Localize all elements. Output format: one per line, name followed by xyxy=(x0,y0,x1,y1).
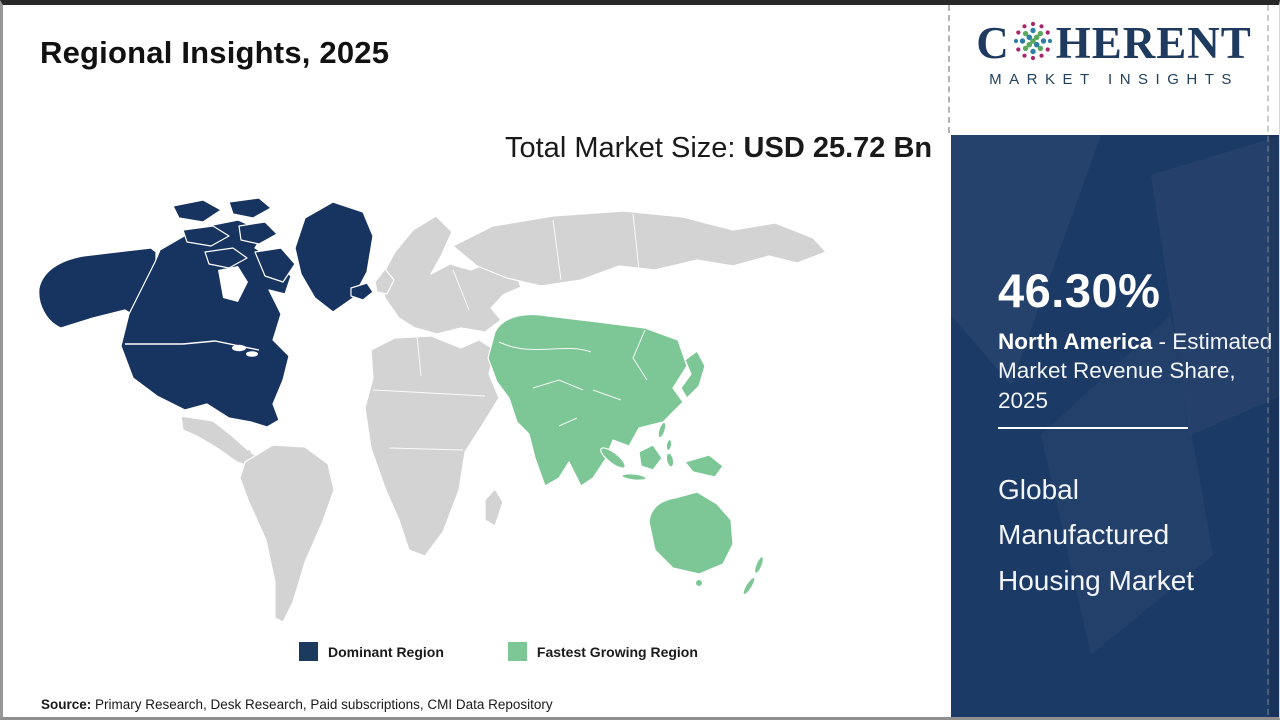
page-title: Regional Insights, 2025 xyxy=(40,35,390,70)
panel-divider-line xyxy=(998,427,1188,429)
total-market-size-label: Total Market Size: xyxy=(505,132,744,164)
stat-panel: 46.30% North America - Estimated Market … xyxy=(951,135,1279,717)
panel-dark-edge xyxy=(1270,135,1279,717)
source-label: Source: xyxy=(41,697,92,712)
right-edge-guide-line xyxy=(1267,5,1269,717)
total-market-size-value: USD 25.72 Bn xyxy=(743,132,933,164)
share-desc-rest: - Estimated Market Revenue Share, 2025 xyxy=(998,329,1279,413)
north-america-details xyxy=(125,266,260,357)
dominant-region-swatch xyxy=(299,642,318,661)
legend-item-dominant: Dominant Region xyxy=(299,642,444,661)
legend: Dominant Region Fastest Growing Region xyxy=(299,642,698,661)
legend-item-fastest: Fastest Growing Region xyxy=(507,642,698,661)
dotted-globe-icon xyxy=(1011,19,1055,68)
world-map xyxy=(33,190,933,640)
logo-subtitle: MARKET INSIGHTS xyxy=(989,71,1239,88)
share-description: North America - Estimated Market Revenue… xyxy=(998,327,1279,415)
source-text: Primary Research, Desk Research, Paid su… xyxy=(91,697,553,712)
share-value: 46.30% xyxy=(998,264,1161,317)
total-market-size-text: Total Market Size: USD 25.72 Bn xyxy=(505,129,937,168)
dominant-region-label: Dominant Region xyxy=(328,643,444,660)
asia-country-borders xyxy=(498,329,648,427)
logo-letter-c: C xyxy=(976,18,1010,68)
fastest-region-label: Fastest Growing Region xyxy=(536,643,698,660)
fastest-region-swatch xyxy=(507,642,527,661)
region-asia-pacific xyxy=(487,313,764,596)
logo-word-herent: HERENT xyxy=(1055,18,1252,68)
market-name: Global Manufactured Housing Market xyxy=(998,474,1195,596)
share-region: North America xyxy=(998,329,1153,354)
brand-logo: C xyxy=(951,18,1277,89)
logo-divider-line xyxy=(948,5,950,133)
source-note: Source: Primary Research, Desk Research,… xyxy=(41,697,553,712)
region-north-america xyxy=(38,197,374,428)
country-borders xyxy=(372,213,640,451)
